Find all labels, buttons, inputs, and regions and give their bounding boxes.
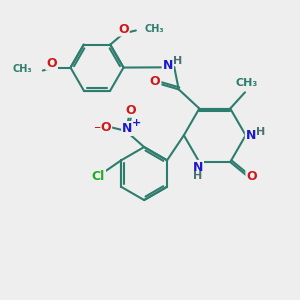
Text: N: N bbox=[122, 122, 133, 135]
Text: H: H bbox=[173, 56, 182, 66]
Text: O: O bbox=[100, 121, 111, 134]
Text: CH₃: CH₃ bbox=[145, 24, 164, 34]
Text: O: O bbox=[118, 22, 129, 35]
Text: O: O bbox=[150, 75, 160, 88]
Text: O: O bbox=[246, 170, 257, 183]
Text: ⁻: ⁻ bbox=[93, 123, 101, 137]
Text: O: O bbox=[46, 57, 57, 70]
Text: CH₃: CH₃ bbox=[235, 78, 258, 88]
Text: O: O bbox=[125, 104, 136, 117]
Text: CH₃: CH₃ bbox=[13, 64, 32, 74]
Text: N: N bbox=[193, 161, 203, 174]
Text: H: H bbox=[256, 127, 266, 137]
Text: N: N bbox=[246, 129, 256, 142]
Text: N: N bbox=[163, 59, 173, 72]
Text: Cl: Cl bbox=[92, 170, 105, 183]
Text: H: H bbox=[193, 171, 203, 181]
Text: +: + bbox=[131, 118, 141, 128]
